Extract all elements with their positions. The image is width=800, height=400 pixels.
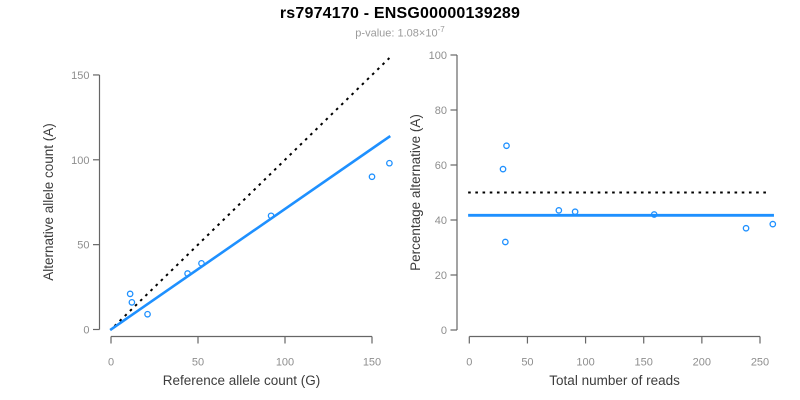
regression-line [109, 134, 392, 332]
data-point [650, 211, 658, 218]
y-tick-label: 100 [429, 50, 447, 62]
data-point [555, 207, 563, 214]
y-tick-label: 0 [441, 325, 447, 337]
y-tick-label: 40 [435, 215, 447, 227]
p-value-exponent: -7 [437, 25, 445, 34]
x-tick-label: 0 [108, 357, 114, 369]
x-tick-label: 200 [693, 357, 711, 369]
y-tick-label: 20 [435, 270, 447, 282]
data-point [184, 270, 191, 277]
x-tick-label: 100 [276, 357, 294, 369]
x-tick-label: 150 [635, 357, 653, 369]
left-plot-y-label: Alternative allele count (A) [41, 123, 56, 281]
right-plot-y-label: Percentage alternative (A) [408, 114, 423, 271]
data-point [126, 290, 134, 298]
x-tick-label: 0 [466, 357, 472, 369]
y-tick-label: 100 [71, 155, 89, 167]
x-tick-label: 100 [576, 357, 594, 369]
y-tick-label: 60 [435, 160, 447, 172]
data-point [503, 142, 510, 150]
data-point [144, 310, 151, 318]
data-point [128, 298, 136, 306]
p-value-subtitle: p-value: 1.08×10-7 [0, 25, 800, 40]
data-point [571, 208, 579, 216]
data-point [499, 165, 507, 173]
y-tick-label: 150 [71, 70, 89, 82]
data-point [742, 224, 750, 232]
identity-line [113, 57, 391, 327]
x-tick-label: 150 [363, 357, 381, 369]
p-value-text: p-value: 1.08×10 [355, 27, 438, 40]
data-point [501, 238, 509, 246]
x-tick-label: 50 [192, 357, 204, 369]
page-title: rs7974170 - ENSG00000139289 [279, 5, 521, 22]
y-tick-label: 80 [435, 105, 447, 117]
x-tick-label: 250 [751, 357, 769, 369]
data-point [267, 212, 275, 220]
right-plot-x-label: Total number of reads [549, 373, 680, 388]
data-point [769, 220, 777, 228]
data-point [368, 173, 376, 181]
y-tick-label: 50 [77, 240, 89, 252]
data-point [198, 259, 205, 267]
left-plot-x-label: Reference allele count (G) [163, 373, 321, 388]
x-tick-label: 50 [521, 357, 533, 369]
data-point [386, 159, 393, 167]
y-tick-label: 0 [83, 325, 89, 337]
